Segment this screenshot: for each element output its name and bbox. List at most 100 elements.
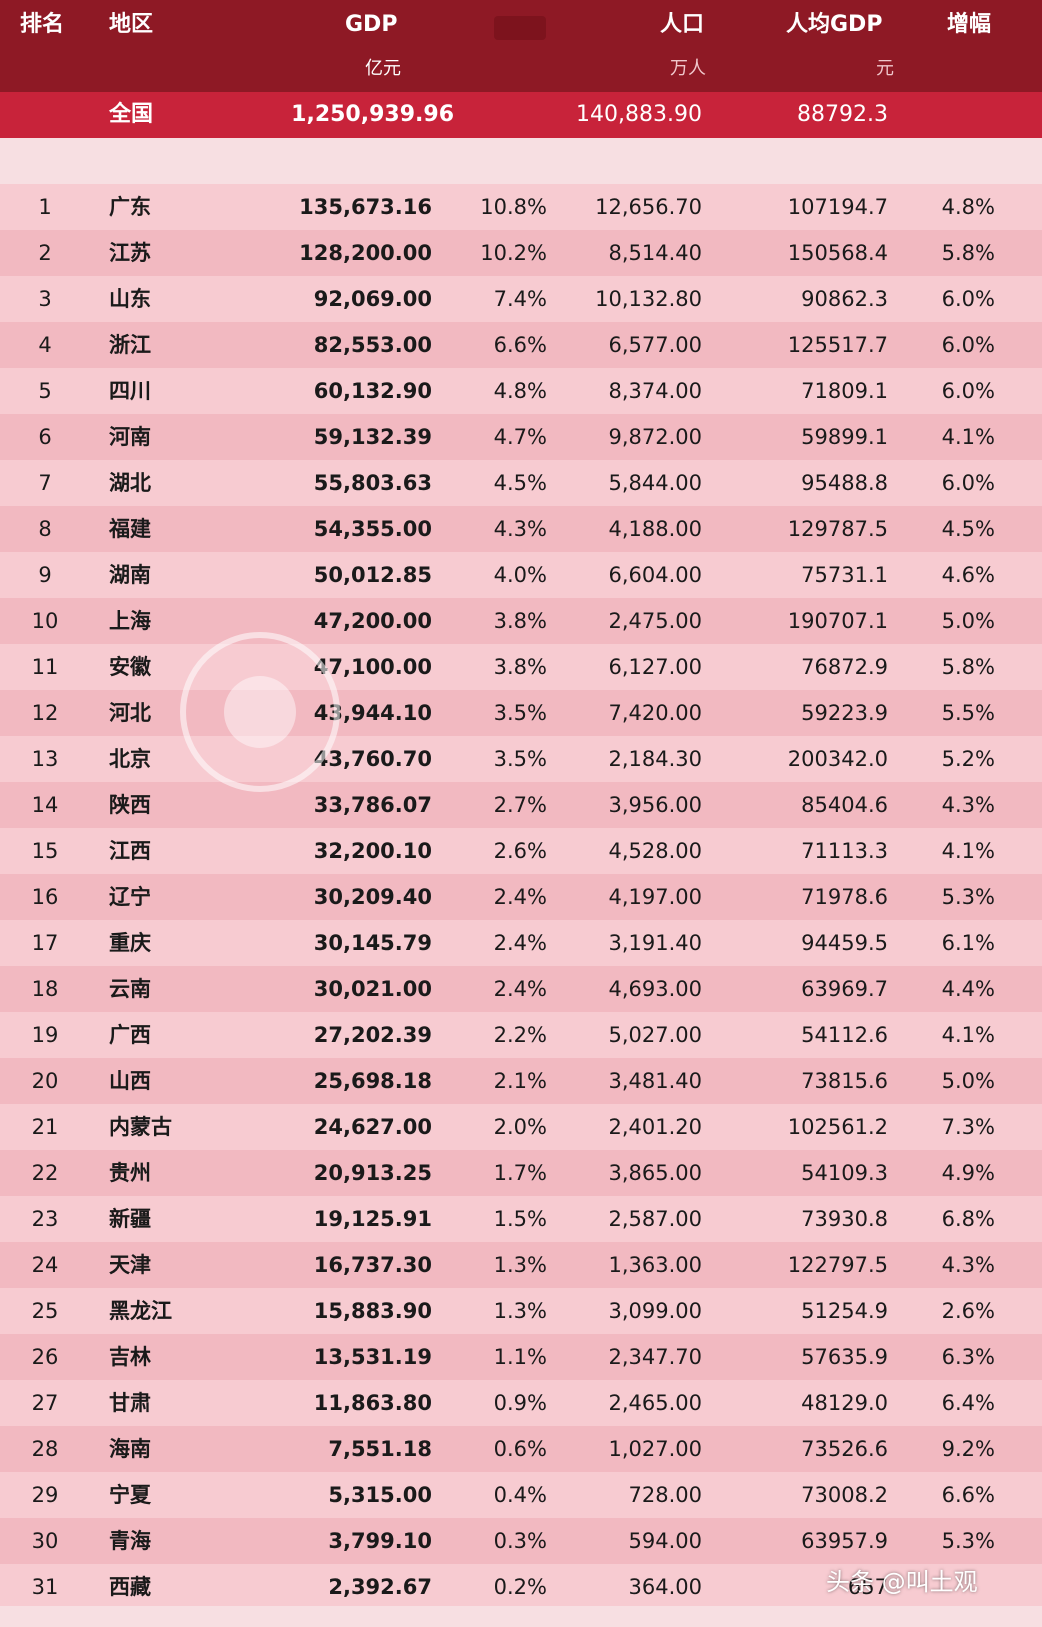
cell-population: 4,693.00 <box>608 977 702 1001</box>
cell-rank: 30 <box>31 1529 59 1553</box>
table-row: 26 吉林 13,531.19 1.1% 2,347.70 57635.9 6.3% <box>0 1334 1042 1380</box>
cell-per-capita-gdp: 95488.8 <box>801 471 888 495</box>
cell-region: 浙江 <box>109 333 151 357</box>
header-gdp: GDP <box>345 12 398 37</box>
cell-region: 甘肃 <box>109 1391 151 1415</box>
cell-gdp-share: 4.0% <box>493 563 547 587</box>
cell-gdp-share: 0.9% <box>493 1391 547 1415</box>
table-row: 25 黑龙江 15,883.90 1.3% 3,099.00 51254.9 2.6% <box>0 1288 1042 1334</box>
cell-rank: 26 <box>31 1345 59 1369</box>
cell-gdp-share: 1.1% <box>493 1345 547 1369</box>
cell-gdp-share: 3.8% <box>493 609 547 633</box>
cell-population: 2,347.70 <box>608 1345 702 1369</box>
cell-per-capita-gdp: 57635.9 <box>801 1345 888 1369</box>
cell-rank: 5 <box>38 379 52 403</box>
cell-population: 3,191.40 <box>608 931 702 955</box>
cell-growth: 6.8% <box>941 1207 995 1231</box>
cell-gdp: 128,200.00 <box>299 241 432 265</box>
cell-gdp-share: 3.5% <box>493 701 547 725</box>
cell-gdp: 27,202.39 <box>313 1023 432 1047</box>
cell-rank: 31 <box>31 1575 59 1599</box>
cell-population: 9,872.00 <box>608 425 702 449</box>
cell-gdp: 25,698.18 <box>313 1069 432 1093</box>
cell-rank: 18 <box>31 977 59 1001</box>
table-row: 10 上海 47,200.00 3.8% 2,475.00 190707.1 5.0% <box>0 598 1042 644</box>
cell-population: 4,528.00 <box>608 839 702 863</box>
cell-gdp: 59,132.39 <box>313 425 432 449</box>
cell-rank: 21 <box>31 1115 59 1139</box>
cell-rank: 12 <box>31 701 59 725</box>
cell-gdp-share: 0.3% <box>493 1529 547 1553</box>
cell-population: 4,197.00 <box>608 885 702 909</box>
cell-per-capita-gdp: 63957.9 <box>801 1529 888 1553</box>
cell-gdp: 43,760.70 <box>313 747 432 771</box>
header-rank: 排名 <box>20 12 65 37</box>
cell-gdp: 5,315.00 <box>328 1483 432 1507</box>
cell-per-capita-gdp: 71978.6 <box>801 885 888 909</box>
cell-region: 辽宁 <box>109 885 151 909</box>
cell-gdp-share: 10.2% <box>480 241 547 265</box>
cell-region: 天津 <box>109 1253 151 1277</box>
cell-gdp: 11,863.80 <box>313 1391 432 1415</box>
cell-rank: 29 <box>31 1483 59 1507</box>
cell-region: 福建 <box>109 517 151 541</box>
cell-gdp: 92,069.00 <box>313 287 432 311</box>
cell-growth: 5.8% <box>941 241 995 265</box>
header-population-unit: 万人 <box>670 58 706 79</box>
cell-gdp-share: 10.8% <box>480 195 547 219</box>
cell-gdp-share: 7.4% <box>493 287 547 311</box>
cell-rank: 7 <box>38 471 52 495</box>
cell-gdp-share: 1.7% <box>493 1161 547 1185</box>
table-row: 3 山东 92,069.00 7.4% 10,132.80 90862.3 6.0% <box>0 276 1042 322</box>
header-population: 人口 <box>660 12 705 37</box>
cell-gdp-share: 6.6% <box>493 333 547 357</box>
cell-gdp: 30,145.79 <box>313 931 432 955</box>
cell-gdp-share: 2.6% <box>493 839 547 863</box>
cell-per-capita-gdp: 48129.0 <box>801 1391 888 1415</box>
cell-gdp-share: 4.7% <box>493 425 547 449</box>
table-row: 13 北京 43,760.70 3.5% 2,184.30 200342.0 5.2% <box>0 736 1042 782</box>
table-row: 22 贵州 20,913.25 1.7% 3,865.00 54109.3 4.9% <box>0 1150 1042 1196</box>
table-row: 11 安徽 47,100.00 3.8% 6,127.00 76872.9 5.8% <box>0 644 1042 690</box>
cell-per-capita-gdp: 59899.1 <box>801 425 888 449</box>
cell-rank: 11 <box>31 655 59 679</box>
cell-gdp: 16,737.30 <box>313 1253 432 1277</box>
obscured-header-mark <box>494 16 546 40</box>
cell-gdp: 50,012.85 <box>313 563 432 587</box>
total-per-capita-gdp: 88792.3 <box>797 102 888 127</box>
table-row: 14 陕西 33,786.07 2.7% 3,956.00 85404.6 4.3% <box>0 782 1042 828</box>
cell-growth: 4.1% <box>941 1023 995 1047</box>
cell-gdp: 20,913.25 <box>313 1161 432 1185</box>
cell-rank: 13 <box>31 747 59 771</box>
cell-per-capita-gdp: 657 <box>847 1575 888 1599</box>
cell-rank: 15 <box>31 839 59 863</box>
cell-region: 西藏 <box>109 1575 151 1599</box>
cell-rank: 14 <box>31 793 59 817</box>
cell-growth: 4.4% <box>941 977 995 1001</box>
cell-region: 上海 <box>109 609 151 633</box>
table-header: 排名 地区 GDP 人口 人均GDP 增幅 亿元 万人 元 <box>0 0 1042 92</box>
cell-gdp: 24,627.00 <box>313 1115 432 1139</box>
cell-population: 364.00 <box>628 1575 702 1599</box>
cell-region: 四川 <box>109 379 151 403</box>
cell-rank: 23 <box>31 1207 59 1231</box>
cell-gdp: 47,100.00 <box>313 655 432 679</box>
cell-region: 广西 <box>109 1023 151 1047</box>
table-body: 1 广东 135,673.16 10.8% 12,656.70 107194.7 4.8% 2… <box>0 184 1042 1610</box>
cell-rank: 19 <box>31 1023 59 1047</box>
cell-gdp-share: 0.4% <box>493 1483 547 1507</box>
cell-growth: 7.3% <box>941 1115 995 1139</box>
cell-region: 云南 <box>109 977 151 1001</box>
footer-strip <box>0 1606 1042 1627</box>
cell-per-capita-gdp: 122797.5 <box>787 1253 888 1277</box>
cell-gdp-share: 2.0% <box>493 1115 547 1139</box>
cell-population: 7,420.00 <box>608 701 702 725</box>
header-per-capita-unit: 元 <box>876 58 894 79</box>
cell-region: 黑龙江 <box>109 1299 172 1323</box>
cell-per-capita-gdp: 73930.8 <box>801 1207 888 1231</box>
cell-rank: 16 <box>31 885 59 909</box>
cell-growth: 5.3% <box>941 1529 995 1553</box>
cell-region: 安徽 <box>109 655 151 679</box>
cell-per-capita-gdp: 102561.2 <box>787 1115 888 1139</box>
cell-region: 山西 <box>109 1069 151 1093</box>
